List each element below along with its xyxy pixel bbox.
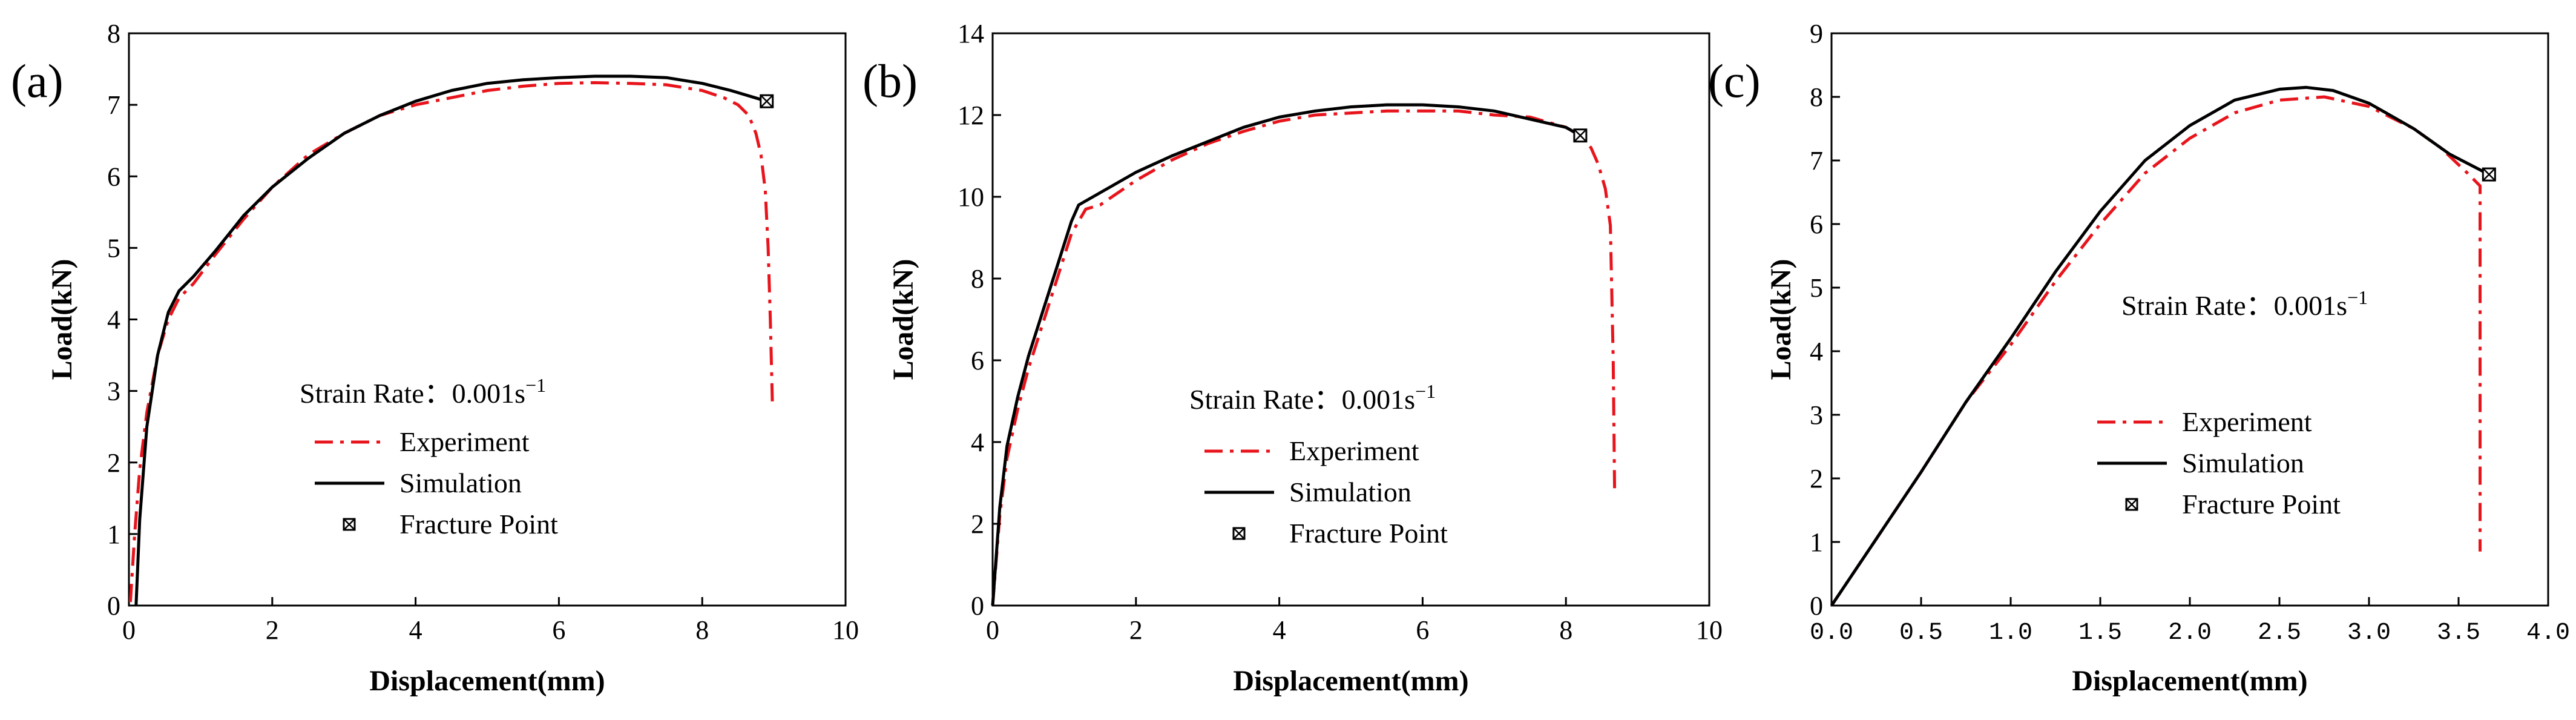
series-experiment-line [1830, 95, 2482, 607]
series-simulation-line [134, 74, 767, 606]
x-tick-label: 8 [695, 615, 709, 645]
x-tick-label: 1.5 [2078, 619, 2122, 647]
y-tick-label: 1 [107, 520, 120, 549]
x-tick-label: 3.0 [2347, 619, 2391, 647]
y-tick-label: 1 [1810, 527, 1823, 557]
y-tick-label: 4 [107, 305, 120, 335]
series-experiment-line [128, 81, 774, 603]
x-tick-label: 0 [122, 615, 136, 645]
x-tick-label: 6 [1416, 615, 1429, 645]
legend-simulation-label: Simulation [2182, 448, 2304, 478]
legend: Experiment Simulation Fracture Point [1204, 435, 1448, 549]
x-axis-label: Displacement(mm) [2072, 665, 2307, 697]
y-tick-label: 4 [971, 428, 984, 457]
legend-experiment-label: Experiment [1289, 435, 1419, 466]
legend-fracture-label: Fracture Point [2182, 489, 2341, 520]
x-tick-label: 4 [409, 615, 422, 645]
series-simulation-line [991, 103, 1582, 606]
legend-experiment-label: Experiment [399, 426, 530, 457]
x-tick-label: 0 [986, 615, 999, 645]
panel-label: (c) [1708, 54, 1761, 107]
series-simulation-line [1830, 85, 2490, 607]
y-axis-label: Load(kN) [46, 259, 78, 380]
series-experiment-line [991, 109, 1617, 606]
chart-panel-3: 0.0 0.5 1.0 1.5 2.0 2.5 3.0 3.5 4.0 0 1 2 3 4 5 6 7 8 9 Dis… [1708, 19, 2570, 697]
y-tick-label: 2 [107, 448, 120, 478]
panel-label: (b) [862, 54, 918, 107]
legend-experiment-label: Experiment [2182, 406, 2312, 437]
legend-simulation-label: Simulation [1289, 477, 1411, 507]
y-tick-label: 4 [1810, 337, 1823, 366]
y-tick-label: 6 [1810, 210, 1823, 239]
x-tick-label: 2.5 [2258, 619, 2301, 647]
legend: Experiment Simulation Fracture Point [2097, 406, 2341, 520]
x-axis-label: Displacement(mm) [369, 665, 605, 697]
y-tick-label: 2 [971, 509, 984, 539]
legend-fracture-swatch [343, 518, 356, 531]
legend-simulation-label: Simulation [399, 467, 522, 498]
strain-rate-annotation: Strain Rate：0.001s−1 [2121, 286, 2368, 321]
x-tick-label: 0.5 [1899, 619, 1943, 647]
y-tick-label: 5 [107, 233, 120, 263]
y-tick-label: 0 [1810, 591, 1823, 621]
y-tick-label: 3 [107, 377, 120, 406]
y-tick-label: 6 [107, 162, 120, 191]
legend-fracture-label: Fracture Point [1289, 518, 1448, 549]
strain-rate-annotation: Strain Rate：0.001s−1 [1189, 380, 1436, 415]
y-axis-label: Load(kN) [887, 259, 919, 380]
x-tick-label: 10 [832, 615, 859, 645]
y-tick-label: 8 [107, 19, 120, 48]
y-tick-label: 5 [1810, 273, 1823, 303]
chart-panel-2: 0 2 4 6 8 10 0 2 4 6 8 10 12 14 Displacement(mm) Load(k… [862, 19, 1723, 697]
x-tick-label: 6 [552, 615, 565, 645]
y-tick-label: 2 [1810, 464, 1823, 494]
y-tick-label: 9 [1810, 19, 1823, 48]
x-tick-label: 0.0 [1810, 619, 1853, 647]
x-tick-label: 10 [1696, 615, 1723, 645]
x-tick-label: 4 [1273, 615, 1286, 645]
legend: Experiment Simulation Fracture Point [315, 426, 558, 540]
y-tick-label: 7 [107, 90, 120, 120]
y-tick-label: 7 [1810, 146, 1823, 176]
legend-fracture-swatch [1232, 527, 1246, 540]
y-tick-label: 12 [958, 101, 984, 130]
x-tick-label: 2 [266, 615, 279, 645]
fracture-point-marker [2482, 167, 2496, 182]
chart-panel-1: 0 2 4 6 8 10 0 1 2 3 4 5 6 7 8 Displacement(mm) Load(kN)… [11, 19, 859, 697]
x-tick-label: 2 [1129, 615, 1143, 645]
y-tick-label: 8 [1810, 82, 1823, 112]
y-tick-label: 8 [971, 264, 984, 294]
fracture-point-marker [1573, 128, 1588, 143]
x-tick-label: 2.0 [2168, 619, 2212, 647]
plot-frame [991, 32, 1710, 607]
x-tick-label: 8 [1559, 615, 1572, 645]
y-tick-label: 6 [971, 346, 984, 375]
y-tick-label: 3 [1810, 400, 1823, 430]
x-axis-label: Displacement(mm) [1233, 665, 1468, 697]
x-tick-label: 1.0 [1989, 619, 2032, 647]
y-tick-label: 14 [958, 19, 984, 48]
legend-fracture-label: Fracture Point [399, 509, 558, 540]
panel-label: (a) [11, 54, 64, 107]
legend-fracture-swatch [2125, 498, 2138, 511]
y-tick-label: 0 [107, 591, 120, 621]
y-tick-label: 10 [958, 182, 984, 212]
y-axis-label: Load(kN) [1765, 259, 1797, 380]
x-tick-label: 3.5 [2437, 619, 2480, 647]
x-tick-label: 4.0 [2526, 619, 2570, 647]
strain-rate-annotation: Strain Rate：0.001s−1 [300, 374, 546, 409]
y-tick-label: 0 [971, 591, 984, 621]
fracture-point-marker [760, 94, 774, 108]
